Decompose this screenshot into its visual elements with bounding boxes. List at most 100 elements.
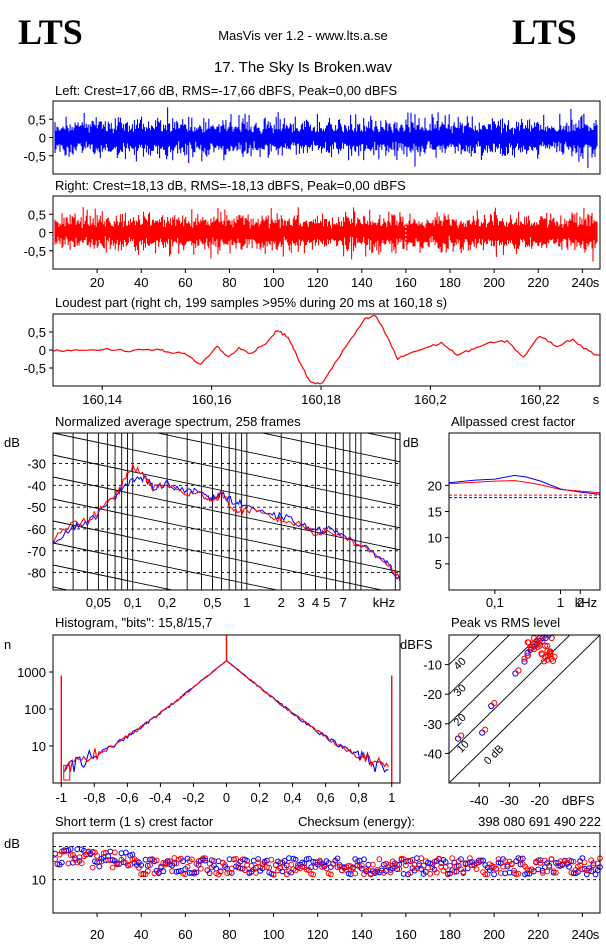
shortcrest-right-point — [94, 853, 100, 859]
spectrum-slope-line — [53, 476, 400, 551]
shortcrest-xtick-label: 180 — [439, 927, 461, 942]
shortcrest-left-point — [206, 870, 213, 877]
app-title: MasVis ver 1.2 - www.lts.a.se — [218, 28, 388, 43]
spectrum-slope-line — [53, 564, 175, 590]
spectrum-slope-line — [155, 433, 400, 485]
shortcrest-right-point — [52, 856, 59, 863]
right-wave-trace — [54, 207, 598, 262]
peakrms-right-point — [549, 657, 557, 665]
allpassed-xtick-label: 1 — [557, 595, 564, 610]
loudest-xtick-label: 160,2 — [414, 392, 447, 407]
shortcrest-right-point — [78, 860, 85, 867]
spectrum-ytick-label: -30 — [27, 457, 46, 472]
shortcrest-right-point — [544, 868, 550, 875]
loudest-ytick-label: 0 — [39, 343, 46, 358]
shortcrest-left-point — [193, 869, 200, 876]
spectrum-xtick-label: 0,5 — [203, 595, 221, 610]
histogram-xtick-label: 1 — [388, 790, 395, 805]
shortcrest-xtick-label: 40 — [134, 927, 148, 942]
peakrms-xtick-label: -20 — [530, 793, 549, 808]
shortcrest-left-point — [453, 868, 460, 875]
right-wave-panel — [52, 195, 601, 270]
peakrms-right-point — [528, 645, 535, 652]
spectrum-left-line — [53, 475, 400, 582]
peakrms-right-point — [491, 700, 498, 707]
peakrms-left-point — [455, 735, 462, 742]
spectrum-panel — [52, 257, 401, 591]
loudest-xtick-label: 160,18 — [301, 392, 341, 407]
shortcrest-left-point — [281, 857, 288, 864]
shortcrest-left-point — [334, 855, 341, 862]
peakrms-right-point — [530, 646, 538, 653]
spectrum-ytick-label: -40 — [27, 478, 46, 493]
spectrum-ylabel: dB — [4, 435, 20, 450]
shortcrest-left-point — [67, 846, 74, 852]
shortcrest-right-point — [310, 871, 317, 878]
shortcrest-left-point — [58, 859, 65, 866]
loudest-xtick-label: 160,22 — [520, 392, 560, 407]
shortcrest-left-point — [255, 856, 262, 862]
peakrms-diagonal-label: 20 — [452, 712, 469, 729]
peakrms-right-point — [540, 658, 548, 665]
peakrms-left-point — [512, 670, 519, 677]
peakrms-right-point — [542, 642, 549, 649]
right-wave-ytick-label: 0,5 — [28, 207, 46, 222]
peakrms-right-point — [524, 639, 531, 646]
histogram-ylabel: n — [4, 637, 11, 652]
shortcrest-right-point — [581, 859, 588, 866]
left-wave-trace — [54, 107, 598, 169]
spectrum-slope-line — [53, 257, 400, 330]
shortcrest-left-point — [458, 856, 464, 863]
loudest-ytick-label: 0,5 — [28, 325, 46, 340]
loudest-ytick-label: -0,5 — [24, 361, 46, 376]
shortcrest-xtick-label: 140 — [351, 927, 373, 942]
shortcrest-xtick-label: 240 — [572, 927, 594, 942]
peakrms-diagonal — [449, 635, 480, 665]
spectrum-xtick-label: 0,1 — [124, 595, 142, 610]
peakrms-right-point — [535, 640, 542, 647]
shortcrest-right-point — [447, 862, 453, 869]
shortcrest-left-point — [122, 849, 129, 856]
loudest-panel — [52, 313, 601, 387]
shortcrest-left-point — [303, 856, 310, 863]
spectrum-xtick-label: 3 — [298, 595, 305, 610]
right-wave-xtick-label: s — [593, 275, 600, 290]
spectrum-slope-line — [53, 301, 400, 374]
left-wave-ytick-label: -0,5 — [24, 149, 46, 164]
shortcrest-xtick-label: 20 — [90, 927, 104, 942]
shortcrest-left-point — [89, 849, 96, 855]
peakrms-title: Peak vs RMS level — [451, 615, 560, 630]
shortcrest-left-point — [144, 862, 151, 869]
shortcrest-right-point — [109, 864, 116, 871]
spectrum-ytick-label: -60 — [27, 522, 46, 537]
histogram-xtick-label: 0,2 — [251, 790, 269, 805]
shortcrest-right-point — [111, 849, 118, 856]
spectrum-xtick-label: 0,05 — [86, 595, 111, 610]
spectrum-right-line — [53, 462, 400, 582]
shortcrest-right-point — [537, 860, 544, 866]
shortcrest-right-point — [264, 864, 270, 871]
shortcrest-right-point — [180, 870, 187, 877]
shortcrest-right-point — [358, 862, 365, 869]
peakrms-xtick-label: -40 — [470, 793, 489, 808]
shortcrest-left-point — [138, 862, 145, 868]
peakrms-left-point — [488, 702, 495, 710]
shortcrest-left-point — [96, 863, 103, 870]
right-wave-xtick-label: 160 — [395, 275, 417, 290]
shortcrest-right-point — [546, 864, 553, 871]
shortcrest-left-point — [180, 858, 187, 865]
allpassed-ylabel: dB — [403, 435, 419, 450]
left-wave-ytick-label: 0,5 — [28, 112, 46, 127]
right-wave-xtick-label: 240 — [572, 275, 594, 290]
peakrms-xtick-label: -30 — [500, 793, 519, 808]
right-wave-xtick-label: 220 — [527, 275, 549, 290]
shortcrest-right-point — [460, 869, 467, 875]
spectrum-plot-area — [53, 257, 400, 590]
histogram-xtick-label: 0,8 — [350, 790, 368, 805]
shortcrest-right-point — [433, 869, 440, 876]
shortcrest-right-point — [396, 866, 403, 872]
shortcrest-left-point — [394, 866, 401, 873]
shortcrest-right-point — [202, 855, 209, 862]
shortcrest-right-point — [403, 862, 409, 869]
right-wave-xtick-label: 100 — [263, 275, 285, 290]
